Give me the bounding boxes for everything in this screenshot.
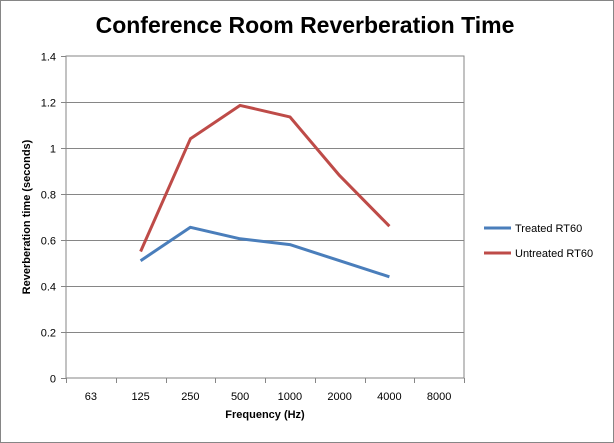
chart-title: Conference Room Reverberation Time: [96, 12, 515, 38]
legend-label: Treated RT60: [515, 223, 582, 235]
x-tick-label: 63: [85, 391, 97, 403]
series-line-treated: [139, 225, 390, 279]
y-tick-label: 1: [50, 144, 56, 156]
series-lines: [139, 103, 391, 279]
y-tick-label: 0: [50, 374, 56, 386]
x-tick-label: 125: [131, 391, 149, 403]
y-tick-label: 0.4: [41, 282, 56, 294]
y-tick-label: 1.4: [41, 52, 56, 64]
legend-label: Untreated RT60: [515, 248, 593, 260]
x-tick-label: 2000: [327, 391, 351, 403]
x-tick-label: 500: [231, 391, 249, 403]
y-tick-label: 0.8: [41, 190, 56, 202]
x-tick-label: 4000: [377, 391, 401, 403]
x-axis-title: Frequency (Hz): [225, 409, 305, 421]
y-tick-label: 0.2: [41, 328, 56, 340]
gridlines: [66, 102, 464, 333]
legend-item: Treated RT60: [484, 223, 582, 235]
axes: [61, 55, 465, 383]
x-tick-label: 1000: [278, 391, 302, 403]
plot-area-border: [65, 55, 465, 379]
series-line-untreated: [139, 103, 391, 253]
legend-item: Untreated RT60: [484, 248, 593, 260]
legend: Treated RT60 Untreated RT60: [484, 223, 593, 260]
y-axis-title: Reverberation time (seconds): [21, 139, 33, 294]
x-tick-label: 250: [181, 391, 199, 403]
tick-labels: 0 0.2 0.4 0.6 0.8 1 1.2 1.4 63 125 250 500 1000 2000 4…: [41, 52, 452, 404]
y-tick-label: 0.6: [41, 236, 56, 248]
x-tick-label: 8000: [427, 391, 451, 403]
y-tick-label: 1.2: [41, 98, 56, 110]
